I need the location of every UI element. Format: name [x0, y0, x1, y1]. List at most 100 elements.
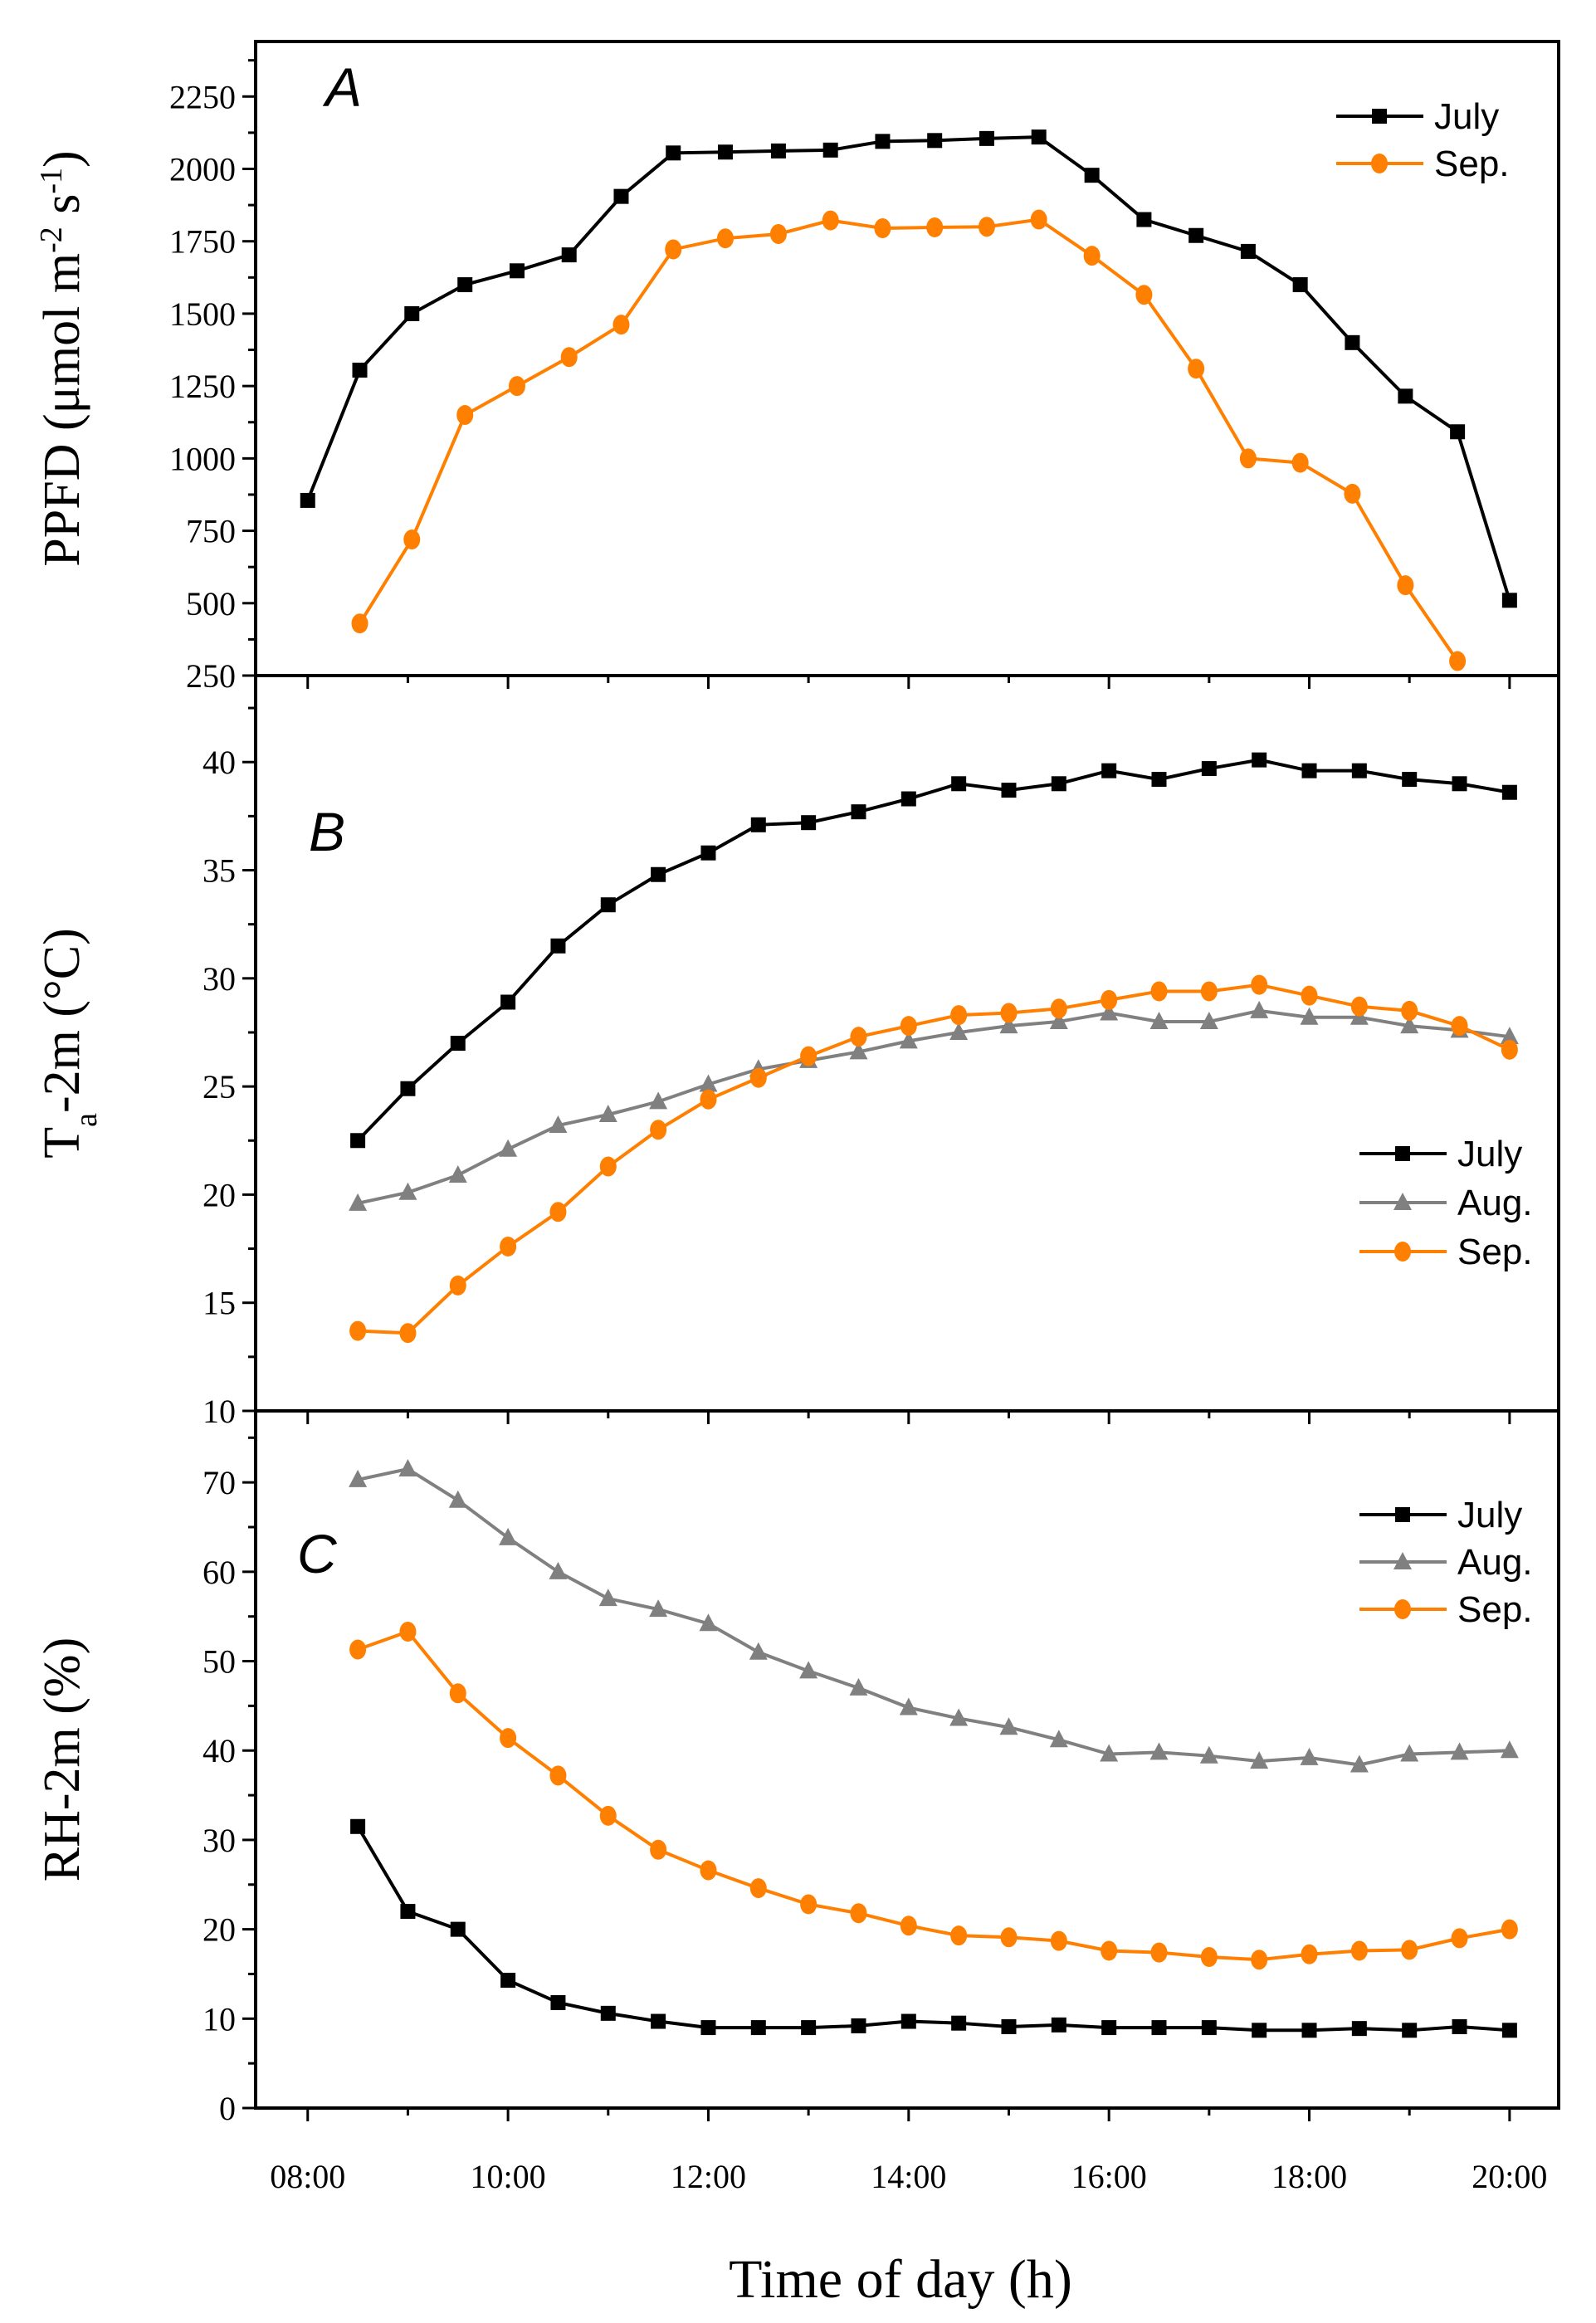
data-point-sep	[1501, 1919, 1518, 1940]
data-point-july	[1398, 388, 1413, 404]
data-point-july	[1501, 784, 1517, 800]
data-point-aug	[1149, 1011, 1169, 1029]
legend-label-aug: Aug.	[1457, 1183, 1533, 1223]
data-point-july	[1452, 776, 1467, 792]
legend-label-july: July	[1434, 96, 1499, 137]
data-point-aug	[849, 1677, 868, 1696]
data-point-aug	[649, 1599, 668, 1618]
y-tick-label: 40	[203, 744, 236, 781]
data-point-july	[900, 791, 916, 807]
data-point-sep	[769, 223, 787, 244]
data-point-aug	[1199, 1745, 1218, 1764]
y-tick-label: 15	[203, 1285, 236, 1322]
legend-label-aug: Aug.	[1457, 1542, 1533, 1583]
y-tick-label: 1250	[169, 368, 236, 405]
data-point-july	[750, 817, 766, 832]
data-point-sep	[1150, 1942, 1168, 1963]
series-line-sep	[357, 1629, 1511, 1962]
data-point-aug	[1500, 1027, 1519, 1045]
x-tick-label: 12:00	[671, 2158, 746, 2195]
data-point-aug	[499, 1527, 518, 1545]
data-point-sep	[1344, 483, 1361, 504]
plot-frame	[254, 40, 1560, 677]
legend-label-sep: Sep.	[1457, 1232, 1533, 1272]
data-point-aug	[349, 1193, 368, 1211]
data-point-sep	[399, 1622, 417, 1642]
data-point-sep	[1050, 998, 1067, 1019]
data-point-sep	[716, 228, 734, 249]
y-tick-label: 30	[203, 960, 236, 998]
data-point-sep	[1000, 1927, 1018, 1948]
legend-marker-aug	[1393, 1193, 1412, 1210]
y-tick-label: 20	[203, 1176, 236, 1213]
x-tick-label: 08:00	[270, 2158, 345, 2195]
data-point-sep	[749, 1067, 767, 1088]
series-july	[300, 129, 1517, 608]
data-point-july	[951, 776, 967, 792]
data-point-aug	[398, 1182, 417, 1200]
data-point-sep	[1291, 452, 1309, 473]
data-point-sep	[700, 1089, 717, 1110]
data-point-july	[1031, 129, 1047, 145]
data-point-aug	[598, 1589, 617, 1607]
data-point-aug	[549, 1561, 568, 1579]
data-point-july	[801, 815, 817, 831]
data-point-sep	[650, 1839, 667, 1860]
data-point-july	[550, 938, 566, 954]
series-sep	[349, 1622, 1518, 1970]
data-point-july	[600, 897, 616, 913]
data-point-july	[1301, 763, 1317, 778]
legend-label-sep: Sep.	[1457, 1589, 1533, 1630]
y-tick-label: 25	[203, 1068, 236, 1105]
series-aug	[349, 1000, 1519, 1211]
data-point-july	[801, 2020, 817, 2036]
data-point-sep	[1350, 1940, 1368, 1961]
data-point-sep	[1239, 448, 1257, 469]
y-title-end: )	[34, 150, 90, 168]
y-tick-label: 750	[186, 513, 236, 550]
data-point-sep	[351, 613, 368, 634]
data-point-july	[1345, 334, 1360, 350]
data-point-july	[951, 2015, 967, 2031]
legend-marker-sep	[1394, 1599, 1411, 1619]
data-point-july	[1001, 2019, 1017, 2034]
series-line-july	[356, 1825, 1511, 2033]
data-point-sep	[1251, 974, 1268, 995]
data-point-aug	[949, 1708, 969, 1726]
data-point-july	[651, 866, 666, 882]
y-axis-title: PPFD (μmol m-2 s-1)	[34, 150, 90, 566]
data-point-sep	[800, 1894, 818, 1915]
y-tick-label: 10	[203, 2000, 236, 2038]
y-tick-label: 1500	[169, 295, 236, 333]
data-point-july	[1101, 2020, 1117, 2036]
data-point-aug	[1049, 1011, 1068, 1029]
data-point-july	[1351, 2021, 1367, 2037]
data-point-july	[352, 362, 368, 378]
data-point-aug	[899, 1031, 918, 1049]
data-point-sep	[874, 218, 891, 239]
data-point-july	[750, 2020, 766, 2036]
y-title-mid: s	[34, 194, 90, 227]
data-point-july	[300, 492, 315, 508]
data-point-july	[1051, 776, 1066, 792]
data-point-sep	[1101, 989, 1118, 1010]
data-point-july	[400, 1081, 416, 1096]
data-point-july	[717, 144, 733, 160]
y-tick-label: 250	[186, 657, 236, 695]
series-july	[350, 1818, 1517, 2038]
data-point-july	[1252, 752, 1267, 768]
panel-b: 10 15 20 25 30 35 40 July Aug. Sep. B Ta-2m (°C)	[34, 674, 1560, 1430]
data-point-aug	[349, 1469, 368, 1487]
data-point-aug	[1400, 1016, 1419, 1034]
data-point-aug	[1049, 1730, 1068, 1748]
y-tick-label: 2000	[169, 150, 236, 188]
data-point-sep	[1401, 1000, 1418, 1021]
data-point-sep	[950, 1925, 968, 1946]
data-point-july	[600, 2005, 616, 2021]
data-point-aug	[398, 1459, 417, 1476]
data-point-sep	[1301, 985, 1318, 1006]
data-point-july	[1292, 277, 1308, 293]
data-point-july	[851, 804, 866, 820]
data-point-sep	[1050, 1930, 1067, 1951]
